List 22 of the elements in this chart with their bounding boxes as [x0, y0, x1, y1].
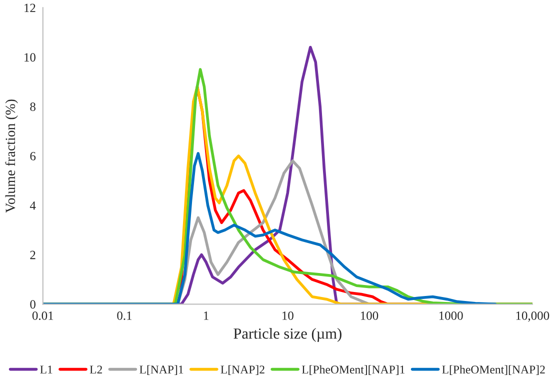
legend-label: L2 [90, 366, 102, 374]
x-tick-label: 0.1 [117, 311, 132, 320]
legend-label: L[NAP]1 [140, 365, 184, 376]
legend-label: L1 [40, 366, 52, 374]
legend-label: L[NAP]2 [220, 365, 264, 376]
x-tick-label: 100 [360, 311, 378, 320]
y-tick-label: 2 [30, 250, 36, 260]
x-tick-label: 1 [204, 312, 208, 320]
y-tick-label: 10 [24, 53, 36, 62]
y-tick-label: 12 [24, 4, 36, 12]
y-tick-label: 0 [30, 300, 36, 309]
y-tick-label: 4 [30, 201, 36, 210]
y-tick-label: 8 [30, 102, 36, 111]
y-tick-label: 6 [30, 152, 36, 160]
x-tick-label: 10 [282, 311, 294, 320]
y-axis-title: Volume fraction (%) [5, 100, 18, 213]
x-axis-title: Particle size (µm) [234, 328, 342, 342]
x-tick-label: 1000 [439, 311, 463, 320]
legend-label: L[PheOMent][NAP]2 [442, 365, 545, 376]
x-tick-label: 10,000 [516, 311, 550, 322]
legend-label: L[PheOMent][NAP]1 [302, 365, 405, 376]
x-tick-label: 0.01 [32, 311, 54, 320]
